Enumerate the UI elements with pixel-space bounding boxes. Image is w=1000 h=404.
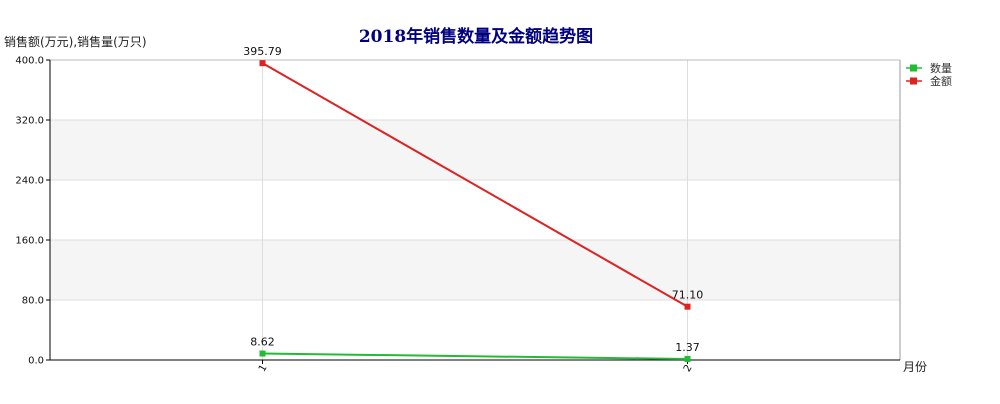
y-tick-label: 80.0 (22, 296, 44, 307)
axes (49, 59, 901, 361)
plot-band (50, 180, 900, 240)
data-point (259, 60, 266, 67)
data-labels: 8.62 1.37 395.79 71.10 (243, 45, 703, 354)
data-point (684, 355, 691, 362)
data-point (684, 303, 691, 310)
plot-band (50, 300, 900, 360)
y-tick-label: 160.0 (15, 236, 44, 247)
chart-title: 2018年销售数量及金额趋势图 (359, 26, 593, 47)
legend-marker (910, 64, 917, 72)
plot-band (50, 120, 900, 180)
data-label: 71.10 (672, 289, 704, 302)
y-tick-label: 400.0 (15, 56, 44, 67)
plot-band (50, 60, 900, 120)
x-axis-title: 月份 (903, 360, 927, 374)
y-tick-label: 240.0 (15, 176, 44, 187)
legend-label: 数量 (930, 62, 952, 75)
series-line (262, 62, 688, 308)
data-label: 8.62 (250, 336, 275, 349)
y-axis-title: 销售额(万元),销售量(万只) (4, 34, 147, 49)
data-point (259, 350, 266, 357)
series-line (262, 352, 688, 360)
x-tick-label: 2 (682, 363, 695, 374)
y-tick-label: 320.0 (15, 116, 44, 127)
y-tick-label: 0.0 (28, 356, 44, 367)
legend-label: 金额 (930, 74, 952, 88)
data-label: 395.79 (243, 45, 282, 58)
data-label: 1.37 (675, 341, 700, 354)
plot-band (50, 240, 900, 300)
legend-marker (910, 77, 917, 85)
x-tick-label: 1 (257, 363, 270, 374)
plot-background (50, 60, 900, 360)
y-ticks: 0.0 80.0 160.0 240.0 320.0 400.0 (15, 56, 50, 367)
series-layer (259, 60, 691, 362)
